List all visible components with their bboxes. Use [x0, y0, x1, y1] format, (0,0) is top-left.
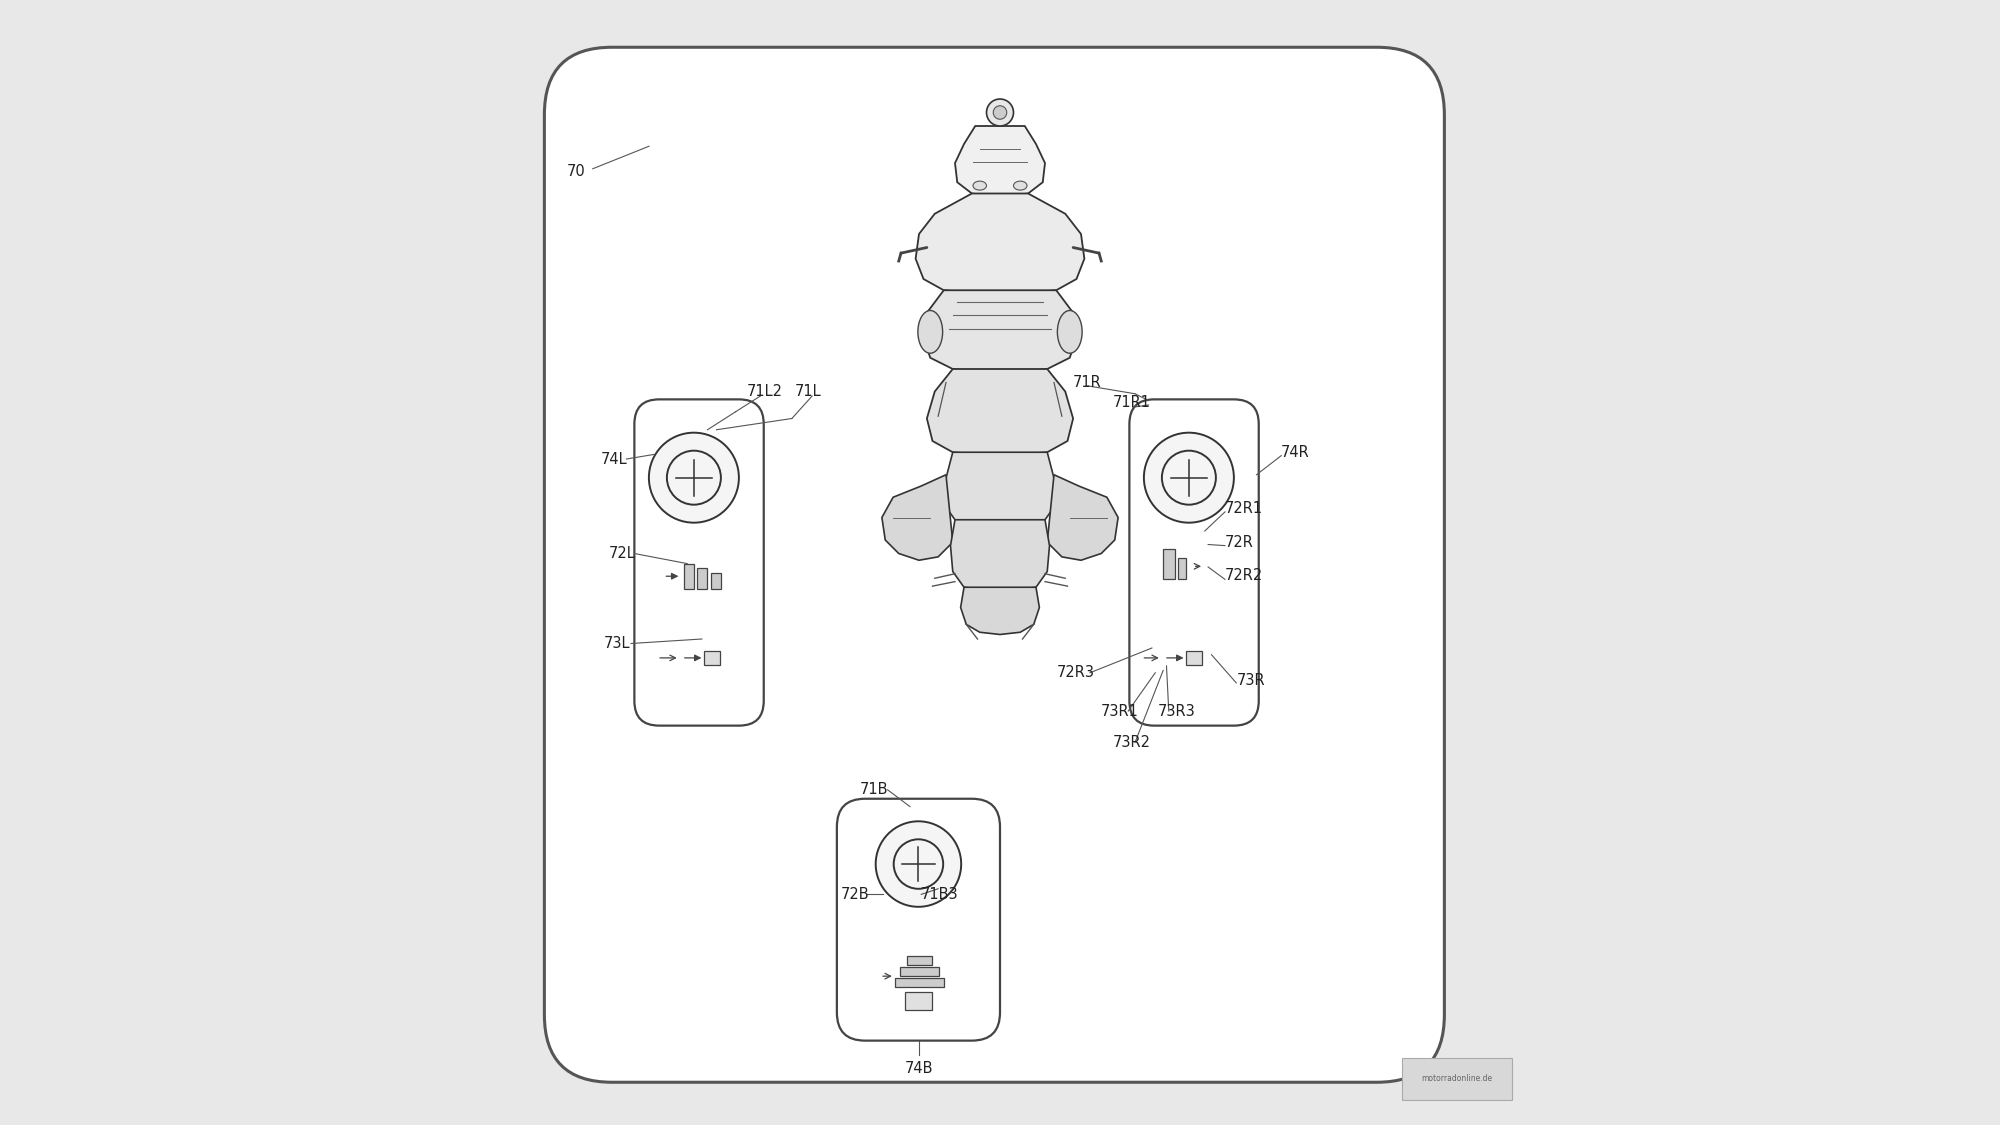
Text: 71L2: 71L2 [746, 384, 782, 399]
Polygon shape [956, 126, 1044, 197]
Text: 72L: 72L [608, 546, 636, 561]
Text: 74B: 74B [904, 1061, 934, 1077]
Circle shape [994, 106, 1006, 119]
Text: 73L: 73L [604, 636, 630, 651]
Bar [710, 573, 720, 588]
Polygon shape [924, 290, 1076, 374]
Circle shape [1144, 433, 1234, 523]
Circle shape [666, 451, 720, 505]
Polygon shape [1048, 475, 1118, 560]
Text: 73R3: 73R3 [1158, 703, 1196, 719]
Bar [904, 992, 932, 1010]
Text: 72R2: 72R2 [1224, 568, 1264, 584]
Text: 72R: 72R [1224, 534, 1254, 550]
Bar [1164, 549, 1174, 578]
Circle shape [894, 839, 944, 889]
Text: 71B: 71B [860, 782, 888, 798]
Polygon shape [916, 193, 1084, 295]
Polygon shape [926, 369, 1074, 456]
Bar [1178, 558, 1186, 578]
Polygon shape [882, 475, 952, 560]
Polygon shape [960, 587, 1040, 634]
Bar [684, 564, 694, 588]
Circle shape [1162, 451, 1216, 505]
Bar [698, 568, 708, 588]
Text: 73R1: 73R1 [1102, 703, 1140, 719]
Circle shape [648, 433, 738, 523]
Text: 71R1: 71R1 [1112, 395, 1150, 411]
FancyBboxPatch shape [836, 799, 1000, 1041]
FancyBboxPatch shape [544, 47, 1444, 1082]
Text: motorradonline.de: motorradonline.de [1422, 1074, 1492, 1083]
Bar [1402, 1058, 1512, 1100]
Bar [704, 651, 720, 665]
Ellipse shape [972, 181, 986, 190]
Bar [1186, 651, 1202, 665]
Ellipse shape [1058, 310, 1082, 353]
Text: 71B3: 71B3 [922, 886, 958, 902]
Bar [900, 968, 938, 976]
Text: 72R1: 72R1 [1224, 501, 1264, 516]
Text: 74R: 74R [1282, 444, 1310, 460]
Bar [894, 979, 944, 988]
FancyBboxPatch shape [1130, 399, 1258, 726]
Text: 71R: 71R [1074, 375, 1102, 390]
Text: 71L: 71L [796, 384, 822, 399]
Polygon shape [944, 452, 1056, 523]
Text: 73R: 73R [1236, 673, 1264, 688]
Polygon shape [950, 520, 1050, 592]
Text: 72B: 72B [840, 886, 868, 902]
Bar [908, 956, 932, 965]
Text: 73R2: 73R2 [1112, 735, 1150, 750]
Text: 72R3: 72R3 [1056, 665, 1094, 681]
FancyBboxPatch shape [634, 399, 764, 726]
Circle shape [986, 99, 1014, 126]
Text: 70: 70 [566, 163, 586, 179]
Circle shape [876, 821, 962, 907]
Ellipse shape [1014, 181, 1028, 190]
Text: 74L: 74L [600, 451, 628, 467]
Ellipse shape [918, 310, 942, 353]
